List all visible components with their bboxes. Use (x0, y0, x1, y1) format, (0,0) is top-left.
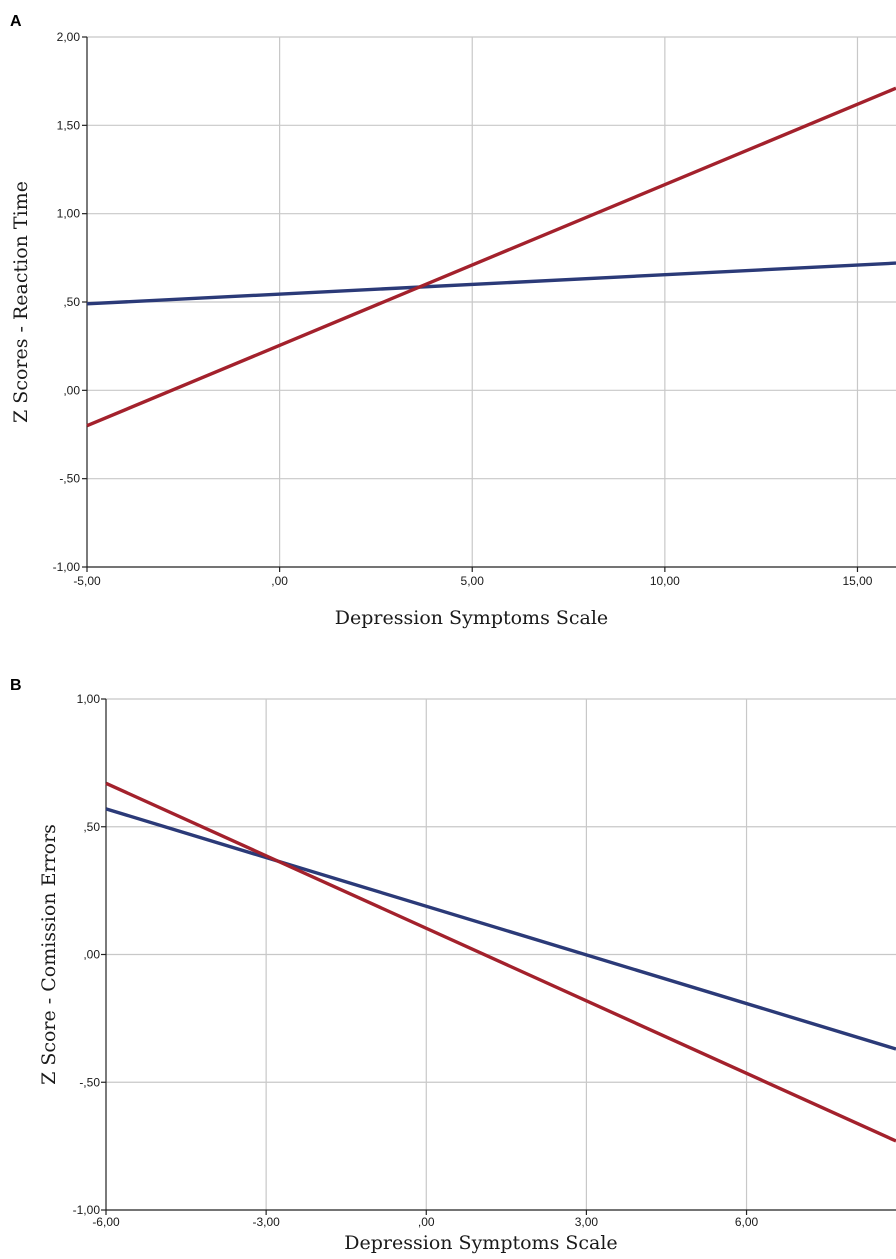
y-axis-title: Z Score - Comission Errors (38, 824, 60, 1085)
x-tick-label: -3,00 (252, 1215, 280, 1229)
panel-label: A (10, 13, 22, 30)
chart-panel-a: A -5,00 ,00 5,00 10,00 15,00 -1,00 -,50 ,00 ,50 1,… (10, 13, 896, 629)
series-line-2 (86, 86, 896, 428)
chart-panel-b: B -6,00 -3,00 ,00 3,00 6,00 -1,00 -,50 ,00 ,50 1,0… (10, 677, 896, 1254)
x-tick-label: 6,00 (735, 1215, 759, 1229)
y-tick-label: 1,00 (77, 692, 101, 706)
y-tick-label: 2,00 (57, 30, 81, 44)
x-tick-label: 3,00 (575, 1215, 599, 1229)
y-tick-label: -,50 (59, 472, 80, 486)
series-line-2 (105, 781, 896, 1143)
y-axis-title: Z Scores - Reaction Time (10, 181, 32, 423)
y-tick-label: 1,50 (57, 118, 81, 132)
series-line-1 (86, 261, 896, 306)
x-tick-label: -5,00 (73, 574, 101, 588)
x-axis-title: Depression Symptoms Scale (344, 1232, 617, 1254)
panel-label: B (10, 677, 22, 694)
x-tick-label: ,00 (418, 1215, 435, 1229)
y-tick-label: -1,00 (73, 1203, 101, 1217)
y-tick-label: 1,00 (57, 207, 81, 221)
y-tick-label: ,50 (83, 820, 100, 834)
y-tick-label: ,00 (63, 383, 80, 397)
x-tick-label: 10,00 (650, 574, 680, 588)
y-tick-label: -,50 (79, 1075, 100, 1089)
x-tick-label: 15,00 (842, 574, 872, 588)
y-tick-label: ,50 (63, 295, 80, 309)
y-tick-label: -1,00 (53, 560, 81, 574)
x-tick-label: -6,00 (92, 1215, 120, 1229)
series-line-1 (105, 807, 896, 1051)
x-tick-label: ,00 (271, 574, 288, 588)
x-tick-label: 5,00 (461, 574, 485, 588)
y-tick-label: ,00 (83, 948, 100, 962)
x-axis-title: Depression Symptoms Scale (335, 607, 608, 629)
